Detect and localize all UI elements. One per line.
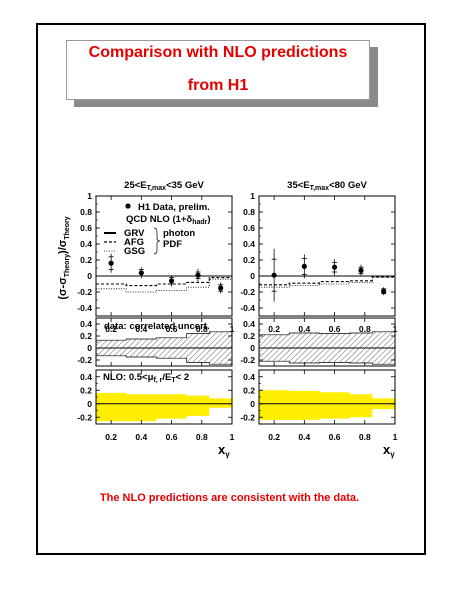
right-top-ytick-label: 0.6: [243, 223, 255, 233]
right-top-xtick-label: 0.2: [268, 324, 280, 334]
left-middle-ytick-label: 0: [87, 343, 92, 353]
right-top-afg-line: [259, 276, 395, 286]
legend-afg: AFG: [124, 237, 144, 248]
right-top-xtick-label: 0.6: [329, 324, 341, 334]
right-bottom-ytick-label: -0.2: [240, 412, 255, 422]
left-bottom-xtick-label: 1: [230, 432, 235, 442]
right-top-ytick-label: 1: [250, 191, 255, 201]
right-top-ytick-label: -0.2: [240, 287, 255, 297]
right-middle-ytick-label: 0.2: [243, 331, 255, 341]
right-top-gsg-line: [259, 277, 395, 288]
right-bottom-ytick-label: 0.2: [243, 385, 255, 395]
left-bottom-ytick-label: -0.2: [77, 412, 92, 422]
legend-brace: [153, 227, 161, 255]
title-box: Comparison with NLO predictions from H1: [66, 40, 370, 100]
right-bottom-xtick-label: 0.4: [298, 432, 310, 442]
right-top-data-point: [331, 264, 338, 270]
left-top-frame: [95, 195, 233, 317]
left-bottom-ytick-label: 0: [87, 399, 92, 409]
left-middle-ytick-label: 0.4: [80, 319, 92, 329]
legend-grv: GRV: [124, 228, 145, 239]
left-top-ytick-label: 0.2: [80, 255, 92, 265]
left-top-xtick-label: 0.8: [196, 324, 208, 334]
legend-qcd-label: QCD NLO (1+δhadr): [126, 214, 211, 226]
left-bottom-xtick-label: 0.6: [166, 432, 178, 442]
right-bottom-xtick-label: 0.8: [359, 432, 371, 442]
panels-group: -0.4 -0.2 0 0.2 0.4 0.6 0.8 1 0.2 0.4 0.6 0.8 1 25<ET…: [77, 180, 397, 442]
left-bottom-xtick-label: 0.2: [105, 432, 117, 442]
right-middle-ytick-label: 0: [250, 343, 255, 353]
right-top-data-point: [271, 272, 277, 278]
scale-label: NLO: 0.5<μf, r/ET< 2: [103, 372, 189, 384]
right-top-frame: [258, 195, 396, 317]
right-bottom-ytick-label: 0.4: [243, 372, 255, 382]
x-axis-label-left: xγ: [218, 442, 230, 459]
right-bottom-xtick-label: 0.2: [268, 432, 280, 442]
right-middle-ytick-label: -0.2: [240, 355, 255, 365]
right-top-xtick-label: 0.8: [359, 324, 371, 334]
right-bottom-xtick-label: 0.6: [329, 432, 341, 442]
legend-pdf: PDF: [163, 239, 182, 250]
left-top-gsg-line: [96, 278, 232, 293]
right-top-ytick-label: 0.8: [243, 207, 255, 217]
right-middle-ytick-label: 0.4: [243, 319, 255, 329]
y-axis-label: (σ-σTheory)/σTheory: [57, 216, 71, 299]
right-top-ytick-label: -0.4: [240, 303, 255, 313]
left-top-data-point: [108, 260, 114, 266]
left-top-ytick-label: 0: [87, 271, 92, 281]
left-top-data-point: [195, 272, 201, 278]
right-top-title: 35<ET,max<80 GeV: [287, 180, 367, 192]
left-top-ytick-label: -0.4: [77, 303, 92, 313]
left-top-data-point: [138, 270, 144, 276]
left-top-ytick-label: 0.4: [80, 239, 92, 249]
left-top-xtick-label: 0.6: [166, 324, 178, 334]
left-top-ytick-label: 1: [87, 191, 92, 201]
left-bottom-ytick-label: 0.2: [80, 385, 92, 395]
right-top-data-point: [381, 288, 387, 294]
legend-data-marker: [125, 203, 131, 209]
left-top-ytick-label: 0.8: [80, 207, 92, 217]
right-top-ytick-label: 0.2: [243, 255, 255, 265]
left-top-data-point: [168, 278, 175, 284]
left-top-ytick-label: -0.2: [77, 287, 92, 297]
left-top-afg-line: [96, 277, 232, 287]
left-bottom-ytick-label: 0.4: [80, 372, 92, 382]
footer-conclusion: The NLO predictions are consistent with …: [99, 492, 360, 504]
left-top-xtick-label: 0.2: [105, 324, 117, 334]
left-top-title: 25<ET,max<35 GeV: [124, 180, 204, 192]
left-bottom-band: [96, 392, 232, 422]
legend-gsg: GSG: [124, 246, 145, 257]
right-top-data-point: [358, 267, 364, 273]
left-middle-ytick-label: -0.2: [77, 355, 92, 365]
title-line2: from H1: [187, 77, 249, 94]
right-top-xtick-label: 0.4: [298, 324, 310, 334]
title-line1: Comparison with NLO predictions: [88, 44, 348, 61]
band-label: data: correlated uncert.: [104, 321, 210, 332]
left-middle-ytick-label: 0.2: [80, 331, 92, 341]
left-bottom-xtick-label: 0.8: [196, 432, 208, 442]
left-top-data-point: [218, 285, 224, 291]
right-bottom-ytick-label: 0: [250, 399, 255, 409]
legend: H1 Data, prelim. QCD NLO (1+δhadr) GRV A…: [104, 202, 211, 257]
legend-data-label: H1 Data, prelim.: [138, 202, 210, 213]
left-top-xtick-label: 0.4: [135, 324, 147, 334]
legend-photon: photon: [163, 228, 195, 239]
right-top-ytick-label: 0.4: [243, 239, 255, 249]
right-bottom-band: [259, 390, 395, 420]
left-top-ytick-label: 0.6: [80, 223, 92, 233]
right-top-ytick-label: 0: [250, 271, 255, 281]
right-top-data-point: [301, 263, 307, 269]
x-axis-label-right: xγ: [383, 442, 395, 459]
right-bottom-xtick-label: 1: [393, 432, 398, 442]
left-bottom-xtick-label: 0.4: [135, 432, 147, 442]
